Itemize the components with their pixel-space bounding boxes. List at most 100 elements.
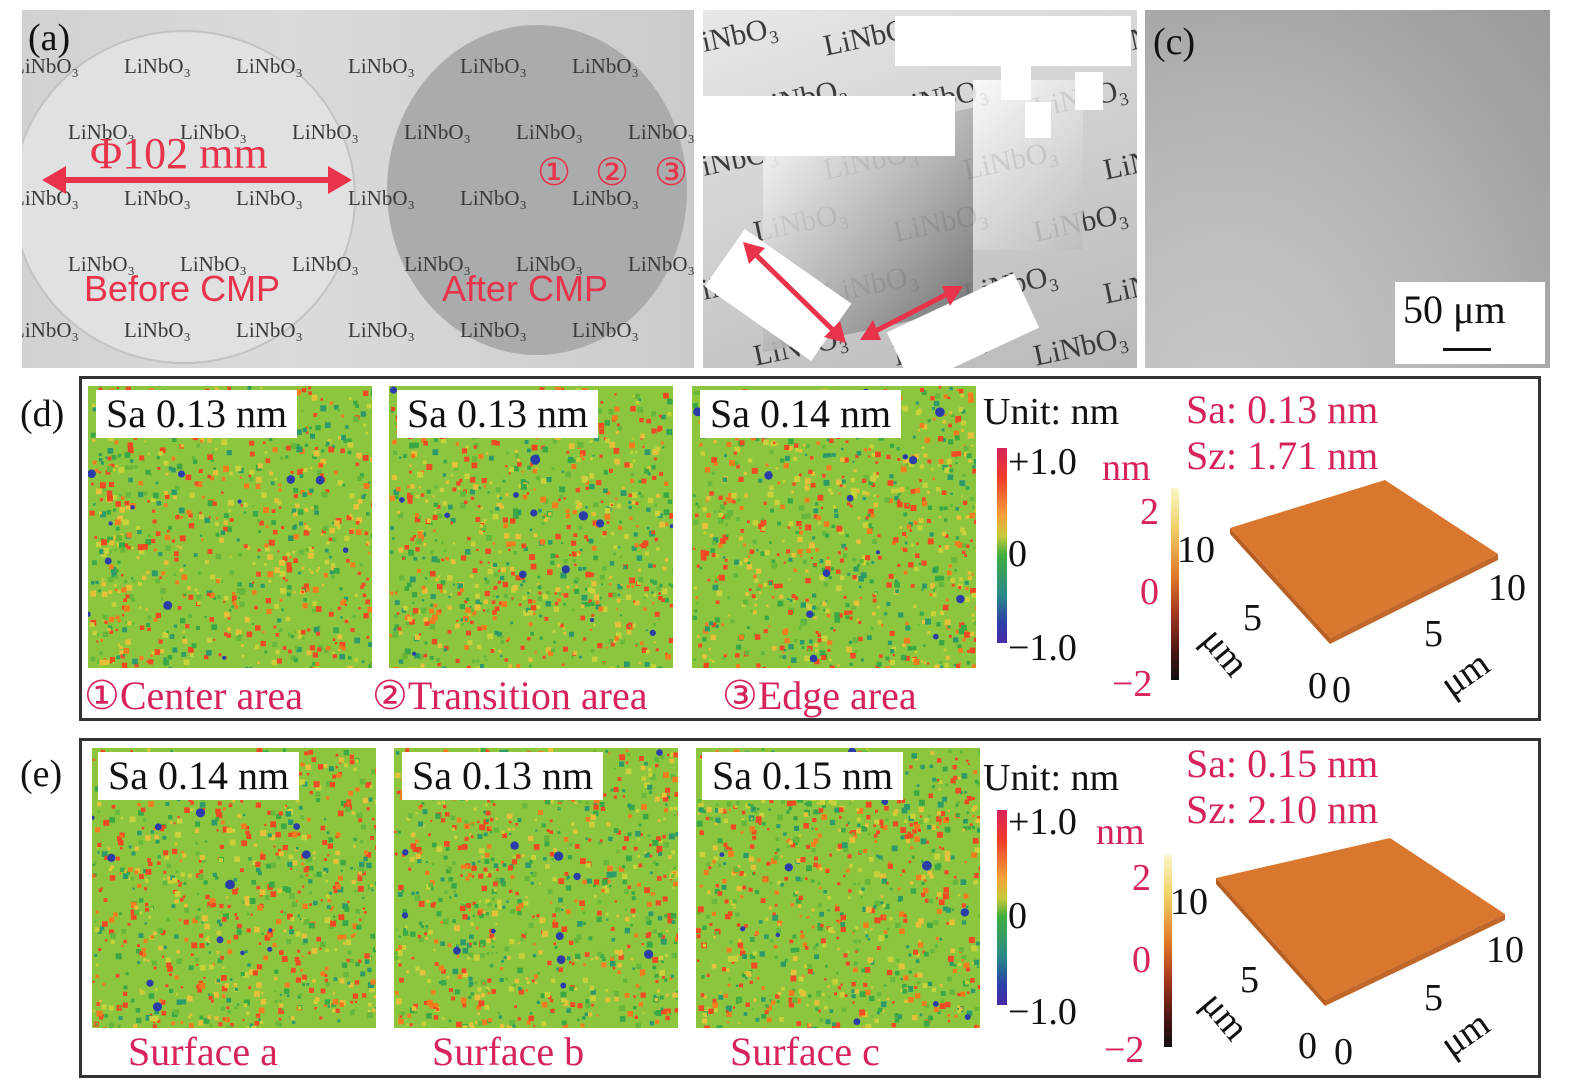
colorbar-rainbow: [997, 810, 1007, 1005]
watermark-text: LiNbO₃: [572, 186, 639, 210]
watermark-text: LiNbO₃: [236, 186, 303, 210]
sa-value-center: Sa 0.13 nm: [96, 390, 298, 438]
wafer-after: [387, 25, 687, 355]
colorbar-max: +1.0: [1008, 801, 1077, 843]
caption-transition-area: ②Transition area: [372, 673, 648, 718]
watermark-text: LiNbO₃: [516, 252, 583, 276]
axis-tick-x-5: 5: [1424, 977, 1443, 1019]
after-cmp-label: After CMP: [442, 268, 609, 309]
axis-tick-y-5: 5: [1240, 959, 1259, 1001]
watermark-text: LiNbO₃: [292, 120, 359, 144]
mask-rect: [895, 16, 1131, 66]
colorbar-unit: Unit: nm: [983, 757, 1120, 799]
wafer-before: [22, 30, 356, 364]
watermark-text: LiNbO₃: [404, 120, 471, 144]
watermark-text: LiNbO₃: [460, 186, 527, 210]
watermark-text: LiNbO₃: [404, 252, 471, 276]
marker-3: ③: [654, 152, 689, 194]
watermark-text: LiNbO₃: [22, 54, 79, 78]
z-unit: nm: [1096, 811, 1145, 853]
axis-tick-x-10: 10: [1486, 929, 1524, 971]
caption-center-area: ①Center area: [84, 673, 304, 718]
watermark-text: LiNbO₃: [236, 318, 303, 342]
axis-tick-x-5: 5: [1424, 613, 1443, 655]
watermark-text: LiNbO₃: [460, 54, 527, 78]
axis-tick-x-10: 10: [1488, 567, 1526, 609]
marker-2: ②: [595, 152, 630, 194]
panel-d-label: (d): [20, 393, 65, 435]
watermark-text: LiNbO₃: [292, 252, 359, 276]
caption-surface-b: Surface b: [432, 1029, 585, 1074]
z-tick-top: 2: [1132, 857, 1151, 899]
colorbar-max: +1.0: [1008, 441, 1077, 483]
axis-tick-x-0: 0: [1334, 1031, 1353, 1073]
sa-value-surface-c: Sa 0.15 nm: [702, 752, 904, 800]
surface-3d-plot: [1216, 838, 1505, 1006]
watermark-text: LiNbO₃: [628, 252, 694, 276]
panel-b-photo: LiNbO₃LiNbO₃LiNbO₃LiNbO₃LiNbO₃LiNbO₃LiNb…: [703, 10, 1137, 368]
edge-arrows: [743, 242, 963, 343]
panel-c-label: (c): [1153, 21, 1196, 63]
watermark-text: LiNbO₃: [348, 186, 415, 210]
scale-bar-box: 50 μm: [1395, 282, 1545, 364]
panel-a-photo: LiNbO₃ LiNbO₃ LiNbO₃ LiNbO₃ LiNbO₃ LiNbO₃ LiNb…: [22, 10, 694, 368]
watermark-text: LiNbO₃: [180, 252, 247, 276]
watermark-text: LiNbO₃: [68, 120, 135, 144]
sa-value-edge: Sa 0.14 nm: [700, 390, 902, 438]
z-tick-bottom: −2: [1112, 663, 1153, 705]
sz-stat: Sz: 2.10 nm: [1186, 787, 1379, 832]
watermark-text: LiNbO₃: [460, 318, 527, 342]
caption-surface-a: Surface a: [128, 1029, 278, 1074]
panel-d-frame: [79, 376, 1541, 721]
sa-value-transition: Sa 0.13 nm: [397, 390, 599, 438]
sz-stat: Sz: 1.71 nm: [1186, 433, 1379, 478]
watermark-text: LiNbO₃: [22, 186, 79, 210]
caption-edge-area: ③Edge area: [722, 673, 917, 718]
sa-value-surface-b: Sa 0.13 nm: [402, 752, 604, 800]
scale-bar-label: 50 μm: [1403, 287, 1506, 332]
axis-tick-z-10: 10: [1170, 881, 1208, 923]
sa-stat: Sa: 0.15 nm: [1186, 741, 1379, 786]
mask-rect: [1075, 72, 1103, 110]
watermark-text: LiNbO₃: [180, 120, 247, 144]
watermark-text: LiNbO₃: [348, 54, 415, 78]
diameter-arrow: [42, 166, 352, 194]
caption-surface-c: Surface c: [730, 1029, 880, 1074]
colorbar-mid: 0: [1008, 533, 1027, 575]
axis-tick-x-0: 0: [1332, 669, 1351, 711]
mask-rect: [1001, 66, 1031, 100]
z-tick-mid: 0: [1132, 939, 1151, 981]
mask-rect: [1025, 102, 1051, 138]
watermark-text: LiNbO₃: [68, 252, 135, 276]
watermark-text: LiNbO₃: [124, 186, 191, 210]
diameter-label: Φ102 mm: [90, 129, 268, 178]
panel-e-label: (e): [20, 753, 63, 795]
sa-value-surface-a: Sa 0.14 nm: [98, 752, 300, 800]
watermark-text: LiNbO₃: [124, 318, 191, 342]
marker-1: ①: [537, 152, 572, 194]
axis-tick-y-0: 0: [1298, 1025, 1317, 1067]
watermark-text: LiNbO₃: [572, 318, 639, 342]
axis-tick-z-10: 10: [1177, 529, 1215, 571]
colorbar-mid: 0: [1008, 895, 1027, 937]
colorbar-unit: Unit: nm: [983, 391, 1120, 433]
z-tick-top: 2: [1140, 491, 1159, 533]
z-colorbar: [1171, 488, 1179, 680]
watermark-text: LiNbO₃: [348, 318, 415, 342]
watermark-text: LiNbO₃: [22, 318, 79, 342]
watermark-text: LiNbO₃: [124, 54, 191, 78]
colorbar-min: −1.0: [1008, 991, 1077, 1033]
z-tick-bottom: −2: [1104, 1029, 1145, 1071]
colorbar-rainbow: [997, 448, 1007, 643]
afm-map-center: [88, 386, 372, 668]
panel-e-frame: [79, 738, 1541, 1078]
watermark-text: LiNbO₃: [628, 120, 694, 144]
scale-bar: [1443, 348, 1491, 351]
watermark-text: LiNbO₃: [572, 54, 639, 78]
axis-tick-y-0: 0: [1308, 665, 1327, 707]
panel-a-label: (a): [28, 17, 71, 59]
axis-tick-y-5: 5: [1243, 597, 1262, 639]
surface-3d-plot: [1230, 480, 1498, 644]
panel-c-micrograph: (c) 50 μm: [1145, 10, 1550, 368]
colorbar-min: −1.0: [1008, 627, 1077, 669]
